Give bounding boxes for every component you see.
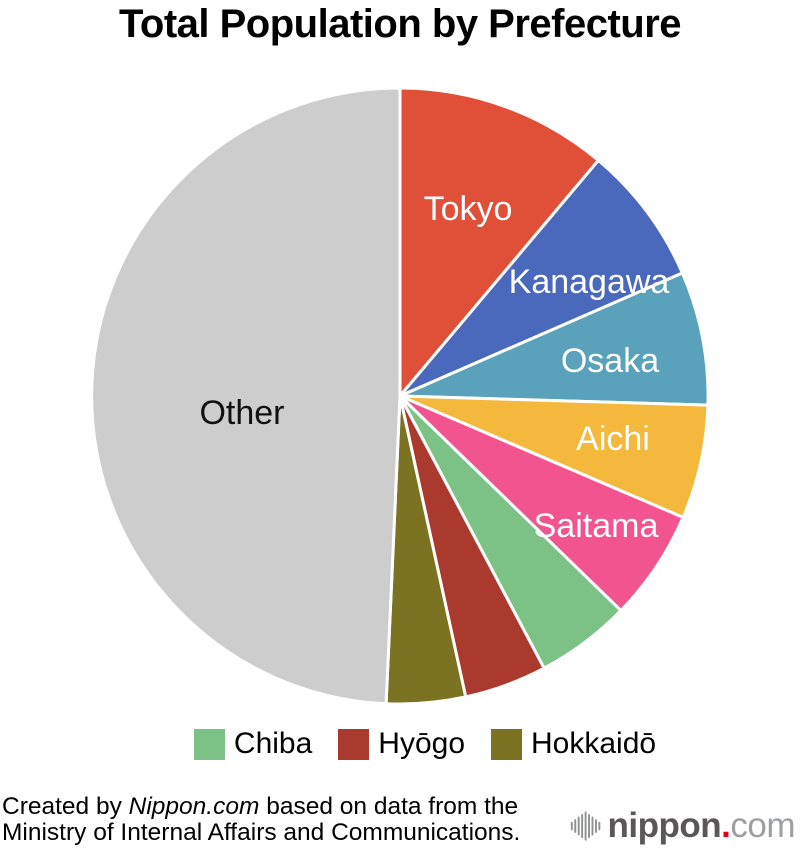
legend-item-chiba: Chiba [193, 727, 313, 761]
pie-slices-group [90, 86, 710, 706]
legend-item-hyo-go: Hyōgo [338, 727, 465, 761]
slice-label-saitama: Saitama [534, 507, 659, 545]
legend-label-hokkaido: Hokkaidō [531, 727, 657, 760]
pie-slice-tokyo [398, 86, 600, 398]
credit-text: Created by Nippon.com based on data from… [2, 794, 520, 846]
chart-legend: Chiba Hyōgo Hokkaidō [25, 727, 800, 761]
legend-item-hokkaido: Hokkaidō [491, 727, 656, 761]
pie-slice-other [90, 86, 402, 706]
slice-label-aichi: Aichi [576, 420, 650, 458]
credit-source-name: Nippon.com [128, 793, 260, 820]
legend-swatch-hyo-go [338, 728, 370, 760]
pie-slice-kanagawa [398, 158, 684, 398]
pie-slice-osaka [398, 271, 710, 407]
soundwave-bars-icon [570, 811, 600, 841]
nippon-logo: nippon.com [570, 806, 795, 846]
slice-label-tokyo: Tokyo [424, 190, 513, 228]
credit-line-2: Ministry of Internal Affairs and Communi… [2, 819, 521, 846]
pie-labels-group: Tokyo Kanagawa Osaka Aichi Saitama Other [199, 190, 669, 545]
legend-swatch-chiba [193, 728, 225, 760]
slice-label-other: Other [199, 394, 284, 432]
legend-swatch-hokkaido [491, 728, 523, 760]
legend-label-hyo-go: Hyōgo [378, 727, 466, 760]
legend-label-chiba: Chiba [233, 727, 313, 760]
slice-label-kanagawa: Kanagawa [509, 263, 670, 301]
chart-title: Total Population by Prefecture [118, 2, 682, 46]
nippon-logo-text: nippon.com [607, 806, 796, 845]
credit-line-1: Created by Nippon.com based on data from… [2, 793, 519, 820]
slice-label-osaka: Osaka [561, 342, 659, 380]
